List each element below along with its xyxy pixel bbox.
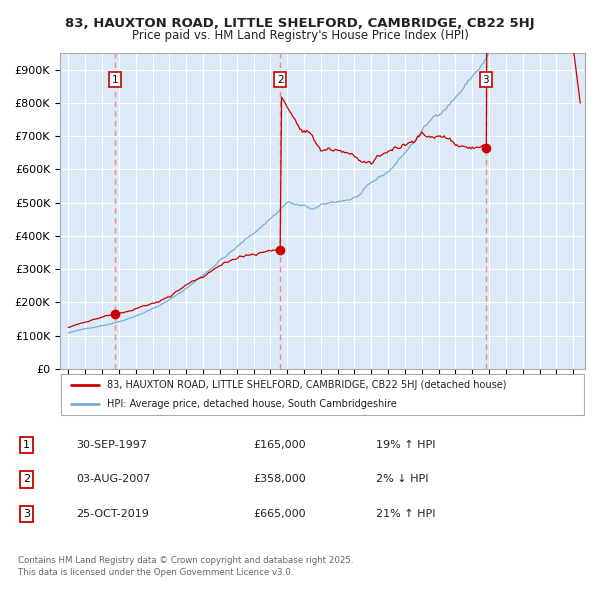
FancyBboxPatch shape xyxy=(61,374,584,415)
Text: £358,000: £358,000 xyxy=(253,474,306,484)
Text: 2: 2 xyxy=(277,75,283,85)
Text: £165,000: £165,000 xyxy=(253,440,305,450)
Text: 1: 1 xyxy=(23,440,30,450)
Text: 03-AUG-2007: 03-AUG-2007 xyxy=(77,474,151,484)
Text: Contains HM Land Registry data © Crown copyright and database right 2025.
This d: Contains HM Land Registry data © Crown c… xyxy=(18,556,353,576)
Text: £665,000: £665,000 xyxy=(253,509,305,519)
Text: 1: 1 xyxy=(112,75,118,85)
Text: 3: 3 xyxy=(482,75,489,85)
Text: Price paid vs. HM Land Registry's House Price Index (HPI): Price paid vs. HM Land Registry's House … xyxy=(131,30,469,42)
Text: 2: 2 xyxy=(23,474,30,484)
Text: HPI: Average price, detached house, South Cambridgeshire: HPI: Average price, detached house, Sout… xyxy=(107,399,397,409)
Text: 3: 3 xyxy=(23,509,30,519)
Text: 83, HAUXTON ROAD, LITTLE SHELFORD, CAMBRIDGE, CB22 5HJ: 83, HAUXTON ROAD, LITTLE SHELFORD, CAMBR… xyxy=(65,17,535,30)
Text: 21% ↑ HPI: 21% ↑ HPI xyxy=(376,509,436,519)
Text: 25-OCT-2019: 25-OCT-2019 xyxy=(77,509,149,519)
Text: 2% ↓ HPI: 2% ↓ HPI xyxy=(376,474,429,484)
Text: 19% ↑ HPI: 19% ↑ HPI xyxy=(376,440,436,450)
Text: 83, HAUXTON ROAD, LITTLE SHELFORD, CAMBRIDGE, CB22 5HJ (detached house): 83, HAUXTON ROAD, LITTLE SHELFORD, CAMBR… xyxy=(107,381,507,391)
Text: 30-SEP-1997: 30-SEP-1997 xyxy=(77,440,148,450)
